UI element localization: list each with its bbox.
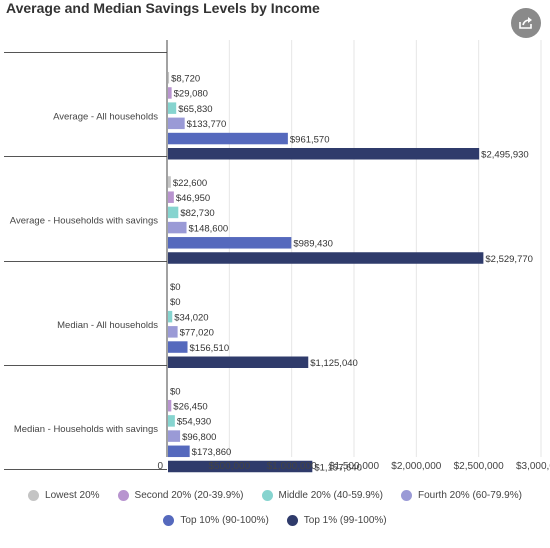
legend-row-2: Top 10% (90-100%) Top 1% (99-100%) <box>0 515 550 526</box>
legend-swatch <box>28 490 40 501</box>
bar <box>168 399 172 412</box>
bar <box>168 237 292 249</box>
bar <box>168 252 484 264</box>
category-label: Median - Households with savings <box>14 424 158 435</box>
data-label: $26,450 <box>173 401 207 412</box>
legend-item[interactable]: Fourth 20% (60-79.9%) <box>401 490 522 501</box>
data-label: $82,730 <box>180 208 214 219</box>
data-label: $156,510 <box>190 343 230 354</box>
data-label: $8,720 <box>171 74 200 85</box>
legend-swatch <box>401 490 412 501</box>
bar <box>168 326 178 338</box>
legend-item[interactable]: Middle 20% (40-59.9%) <box>261 490 384 501</box>
legend-label: Lowest 20% <box>45 490 100 501</box>
x-tick-label: $1,000,000 <box>267 461 317 472</box>
bar <box>168 460 313 473</box>
legend-item[interactable]: Top 10% (90-100%) <box>163 515 269 526</box>
bar <box>168 341 188 353</box>
data-label: $1,157,640 <box>314 462 362 473</box>
bar <box>168 87 172 99</box>
data-label: $148,600 <box>189 223 229 234</box>
data-label: $961,570 <box>290 134 330 145</box>
chart-title: Average and Median Savings Levels by Inc… <box>6 0 320 16</box>
legend-row-1: Lowest 20% Second 20% (20-39.9%) Middle 20… <box>0 490 550 501</box>
bar <box>168 310 173 323</box>
data-label: $0 <box>170 282 181 293</box>
bar <box>168 148 480 160</box>
bar <box>168 72 170 84</box>
legend-swatch <box>286 515 298 526</box>
x-tick-label: $3,000,000 <box>516 461 550 472</box>
data-label: $1,125,040 <box>310 358 358 369</box>
legend-item[interactable]: Second 20% (20-39.9%) <box>117 490 244 501</box>
category-label: Average - All households <box>53 111 158 122</box>
x-tick-label: $2,500,000 <box>454 461 504 472</box>
bar <box>168 445 190 458</box>
data-label: $0 <box>170 386 181 397</box>
legend-label: Fourth 20% (60-79.9%) <box>418 490 522 501</box>
legend-swatch <box>261 490 273 501</box>
bar <box>168 356 309 368</box>
legend-item[interactable]: Lowest 20% <box>28 490 100 501</box>
bar <box>168 176 171 188</box>
data-label: $2,495,930 <box>481 150 529 161</box>
legend-swatch <box>163 515 175 526</box>
data-label: $2,529,770 <box>485 254 533 265</box>
data-label: $46,950 <box>176 193 210 204</box>
data-label: $65,830 <box>178 104 212 115</box>
bar <box>168 221 187 234</box>
data-label: $29,080 <box>174 89 208 100</box>
data-label: $96,800 <box>182 432 216 443</box>
share-button[interactable] <box>511 8 541 38</box>
data-label: $22,600 <box>173 178 207 189</box>
data-label: $34,020 <box>174 312 208 323</box>
legend-swatch <box>117 490 129 501</box>
bar <box>168 191 174 203</box>
data-label: $54,930 <box>177 417 211 428</box>
bar <box>168 415 175 427</box>
x-tick-label: $2,000,000 <box>391 461 441 472</box>
category-label: Average - Households with savings <box>10 216 158 227</box>
data-label: $77,020 <box>180 328 214 339</box>
data-label: $0 <box>170 297 181 308</box>
data-label: $173,860 <box>192 447 232 458</box>
category-label: Median - All households <box>57 320 158 331</box>
legend-item[interactable]: Top 1% (99-100%) <box>286 515 387 526</box>
bar <box>168 102 177 114</box>
legend-label: Second 20% (20-39.9%) <box>134 490 244 501</box>
share-icon <box>519 17 532 29</box>
data-label: $133,770 <box>187 119 227 130</box>
bar <box>168 206 179 219</box>
x-tick-label: $1,500,000 <box>329 461 379 472</box>
legend-label: Middle 20% (40-59.9%) <box>278 490 384 501</box>
x-tick-label: $500,000 <box>208 461 250 472</box>
data-label: $989,430 <box>293 239 333 250</box>
legend-label: Top 1% (99-100%) <box>303 515 387 526</box>
bar <box>168 132 288 145</box>
bar <box>168 430 181 442</box>
legend-label: Top 10% (90-100%) <box>180 515 269 526</box>
bar <box>168 117 185 130</box>
x-tick-label: 0 <box>157 461 163 472</box>
